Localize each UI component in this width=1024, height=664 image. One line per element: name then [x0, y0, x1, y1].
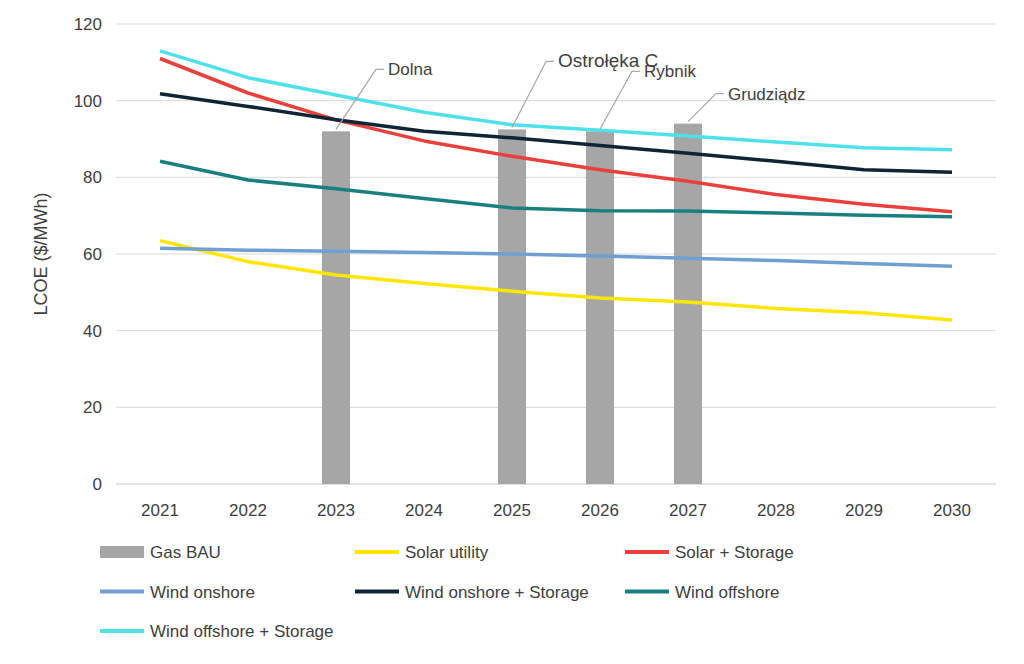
legend-item: Solar + Storage [625, 543, 794, 562]
legend-item: Gas BAU [100, 543, 221, 562]
grid-line [116, 24, 996, 25]
x-tick-label: 2022 [229, 501, 267, 520]
legend-label: Wind onshore [150, 583, 255, 602]
legend-item: Wind offshore + Storage [100, 622, 334, 641]
x-tick-label: 2029 [845, 501, 883, 520]
grid-line [116, 100, 996, 101]
callout-line [336, 69, 376, 129]
callout-line [716, 93, 724, 94]
marks [160, 51, 952, 484]
legend-label: Gas BAU [150, 543, 221, 562]
legend-label: Wind offshore + Storage [150, 622, 334, 641]
x-tick-label: 2026 [581, 501, 619, 520]
line [160, 241, 952, 320]
legend-item: Solar utility [355, 543, 489, 562]
legend-label: Wind offshore [675, 583, 780, 602]
legend-swatch [625, 590, 669, 594]
callout-line [632, 71, 640, 72]
chart: 0 20 40 60 80 100 120 LCOE ($/MWh) 2021 2022 2023 2… [0, 0, 1024, 664]
grid-line [116, 177, 996, 178]
y-axis-label: LCOE ($/MWh) [31, 192, 51, 315]
y-tick-label: 120 [74, 15, 102, 34]
legend-swatch [100, 629, 144, 633]
legend-item: Wind onshore + Storage [355, 583, 589, 602]
legend-swatch [100, 546, 144, 558]
x-tick-label: 2025 [493, 501, 531, 520]
legend-swatch [625, 550, 669, 554]
legend-swatch [355, 550, 399, 554]
line [160, 161, 952, 217]
line [160, 59, 952, 212]
x-tick-label: 2023 [317, 501, 355, 520]
legend-label: Solar + Storage [675, 543, 794, 562]
x-tick-label: 2027 [669, 501, 707, 520]
y-tick-label: 80 [83, 168, 102, 187]
grid-line [116, 407, 996, 408]
grid-line [116, 330, 996, 331]
y-tick-label: 60 [83, 245, 102, 264]
legend-swatch [100, 590, 144, 594]
bar [498, 129, 526, 484]
line [160, 248, 952, 266]
callout-line [688, 94, 716, 122]
annotation: Dolna [388, 60, 433, 79]
x-tick-label: 2030 [933, 501, 971, 520]
y-tick-label: 20 [83, 398, 102, 417]
legend-swatch [355, 590, 399, 594]
x-axis-line [116, 484, 996, 485]
grid-line [116, 484, 996, 485]
x-tick-label: 2028 [757, 501, 795, 520]
callout-line [600, 71, 632, 129]
line [160, 51, 952, 150]
y-tick-label: 40 [83, 322, 102, 341]
annotation: Grudziądz [728, 85, 805, 104]
callout-line [376, 69, 384, 70]
callout-line [512, 61, 546, 127]
x-tick-label: 2024 [405, 501, 443, 520]
x-tick-label: 2021 [141, 501, 179, 520]
annotation: Rybnik [644, 62, 696, 81]
legend-item: Wind onshore [100, 583, 255, 602]
bar [322, 131, 350, 484]
y-tick-label: 0 [93, 475, 102, 494]
legend-item: Wind offshore [625, 583, 780, 602]
callout-line [546, 61, 554, 62]
y-tick-label: 100 [74, 92, 102, 111]
legend-label: Wind onshore + Storage [405, 583, 589, 602]
line [160, 94, 952, 173]
bar [586, 131, 614, 484]
legend-label: Solar utility [405, 543, 489, 562]
